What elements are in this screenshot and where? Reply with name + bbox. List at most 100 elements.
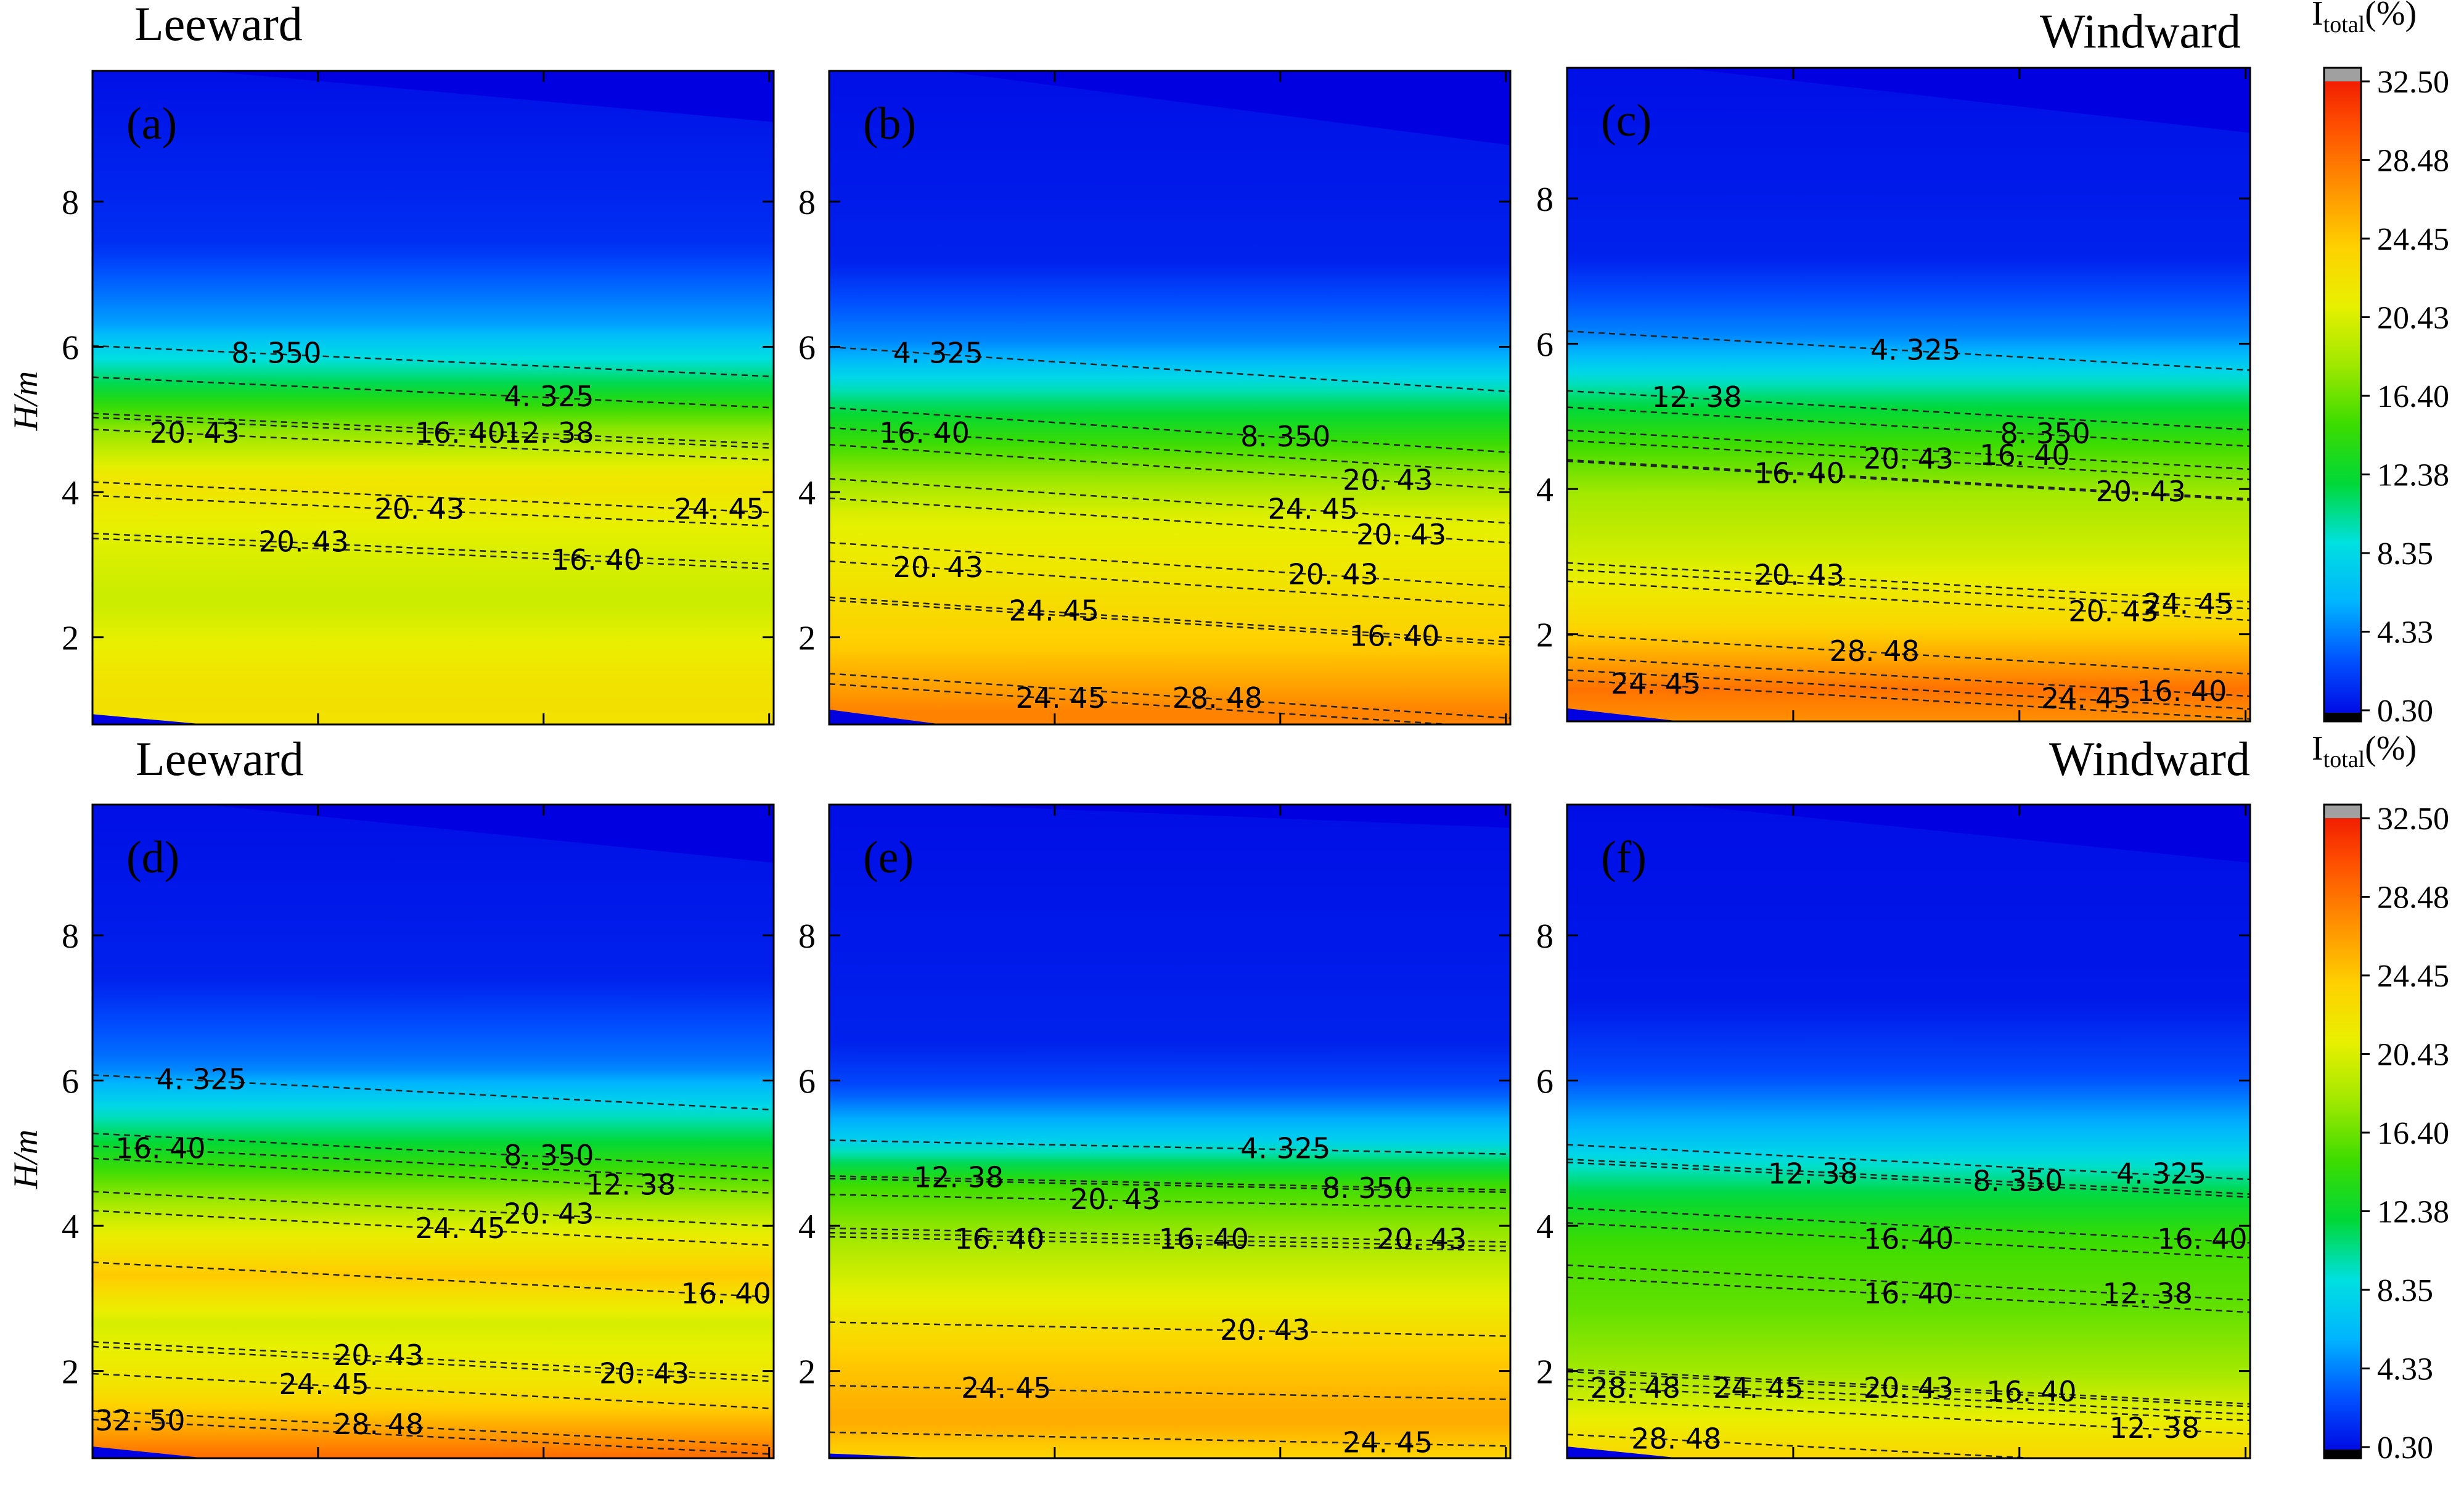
contour-label: 20. 43 bbox=[374, 493, 464, 526]
panel-frame bbox=[828, 70, 1512, 726]
colorbar-tick-label: 0.30 bbox=[2377, 694, 2433, 729]
contour-line bbox=[829, 541, 1510, 588]
contour-line bbox=[829, 599, 1510, 646]
panel-label: (a) bbox=[126, 99, 177, 149]
contour-label: 24. 45 bbox=[1016, 681, 1106, 715]
contour-line bbox=[1567, 406, 2250, 448]
intensity-band bbox=[1567, 805, 2250, 1458]
colorbar-title: Itotal(%) bbox=[2312, 0, 2417, 38]
contour-label: 20. 43 bbox=[2096, 475, 2186, 508]
contour-label: 16. 40 bbox=[1864, 1277, 1954, 1310]
contour-line bbox=[1567, 440, 2250, 480]
y-tick-label: 4 bbox=[62, 1208, 79, 1246]
contour-line bbox=[1567, 562, 2250, 603]
row2-leeward-label: Leeward bbox=[136, 732, 304, 786]
contour-label: 20. 43 bbox=[1754, 558, 1844, 591]
colorbar-tick-label: 20.43 bbox=[2377, 1038, 2449, 1073]
contour-label: 20. 43 bbox=[334, 1339, 424, 1372]
contour-label: 28. 48 bbox=[1173, 681, 1263, 715]
contour-label: 16. 40 bbox=[1159, 1223, 1249, 1256]
y-tick-label: 2 bbox=[798, 1353, 816, 1392]
contour-line bbox=[829, 1321, 1510, 1337]
contour-label: 16. 40 bbox=[1979, 438, 2069, 472]
contour-label: 4. 325 bbox=[157, 1063, 247, 1096]
contour-label: 20. 43 bbox=[504, 1197, 594, 1230]
contour-line bbox=[829, 346, 1510, 393]
contour-label: 20. 43 bbox=[1356, 518, 1446, 551]
contour-line bbox=[1567, 1276, 2250, 1313]
contour-line bbox=[92, 429, 774, 461]
contour-label: 16. 40 bbox=[1864, 1223, 1954, 1256]
contour-line bbox=[1567, 459, 2250, 500]
contour-label: 24. 45 bbox=[279, 1368, 369, 1401]
row1-windward-label: Windward bbox=[2040, 4, 2241, 58]
colorbar-tick-label: 28.48 bbox=[2377, 144, 2449, 179]
colorbar-scale bbox=[2324, 805, 2361, 1458]
contour-label: 8. 350 bbox=[504, 1139, 594, 1172]
contour-line bbox=[92, 1418, 774, 1455]
contour-label: 28. 48 bbox=[1590, 1371, 1680, 1405]
contour-line bbox=[829, 1194, 1510, 1210]
contour-line bbox=[829, 443, 1510, 490]
contour-label: 16. 40 bbox=[115, 1131, 205, 1165]
contour-label: 8. 350 bbox=[1240, 420, 1330, 453]
contour-line bbox=[1567, 1368, 2250, 1405]
contour-label: 20. 43 bbox=[150, 416, 240, 449]
contour-line bbox=[829, 1227, 1510, 1243]
contour-line bbox=[1567, 1385, 2250, 1422]
contour-line bbox=[92, 1345, 774, 1382]
contour-line bbox=[92, 1341, 774, 1378]
contour-label: 12. 38 bbox=[2103, 1277, 2193, 1310]
contour-label: 16. 40 bbox=[1349, 620, 1439, 653]
colorbar-tick-label: 12.38 bbox=[2377, 1195, 2449, 1230]
contour-label: 28. 48 bbox=[1631, 1422, 1721, 1456]
colorbar-tick-label: 16.40 bbox=[2377, 379, 2449, 414]
contour-label: 12. 38 bbox=[504, 416, 594, 449]
y-tick-label: 6 bbox=[62, 1063, 79, 1101]
contour-label: 16. 40 bbox=[2137, 675, 2227, 708]
panel-frame bbox=[828, 803, 1512, 1459]
contour-label: 4. 325 bbox=[1240, 1131, 1330, 1165]
contour-label: 20. 43 bbox=[1377, 1223, 1467, 1256]
contour-line bbox=[92, 1372, 774, 1409]
contour-line bbox=[1567, 429, 2250, 470]
colorbar-2: 32.50 28.48 24.45 20.43 16.40 12.38 8.35 4.33 0.… bbox=[2312, 729, 2449, 1466]
contour-line bbox=[92, 345, 774, 377]
colorbar-tick-label: 4.33 bbox=[2377, 615, 2433, 650]
contour-label: 24. 45 bbox=[1713, 1371, 1803, 1405]
contour-label: 20. 43 bbox=[258, 525, 348, 559]
y-tick-label: 8 bbox=[798, 184, 816, 222]
contour-label: 12. 38 bbox=[1768, 1157, 1858, 1191]
y-tick-label: 8 bbox=[1536, 917, 1553, 956]
intensity-band bbox=[829, 805, 1510, 1458]
contour-line bbox=[92, 416, 774, 449]
colorbar-title-main: I bbox=[2312, 729, 2323, 768]
contour-line bbox=[1567, 679, 2250, 720]
contour-line bbox=[829, 1231, 1510, 1248]
contour-label: 20. 43 bbox=[1070, 1183, 1160, 1216]
colorbar-scale bbox=[2324, 68, 2361, 721]
contour-line bbox=[92, 1410, 774, 1447]
y-tick-label: 6 bbox=[62, 329, 79, 367]
contour-label: 24. 45 bbox=[1343, 1425, 1433, 1459]
contour-label: 16. 40 bbox=[880, 416, 970, 449]
contour-label: 12. 38 bbox=[586, 1168, 676, 1201]
colorbar-tick-label: 20.43 bbox=[2377, 301, 2449, 336]
contour-label: 8. 350 bbox=[231, 336, 321, 369]
contour-line bbox=[92, 532, 774, 565]
panel-frame bbox=[1566, 67, 2251, 723]
colorbar-1: 32.50 28.48 24.45 20.43 16.40 12.38 8.35 4.33 0.… bbox=[2312, 0, 2449, 729]
contour-line bbox=[829, 1236, 1510, 1252]
contour-label: 20. 43 bbox=[1288, 558, 1378, 591]
contour-label: 24. 45 bbox=[1267, 493, 1357, 526]
colorbar-tick-label: 32.50 bbox=[2377, 802, 2449, 837]
contour-line bbox=[1567, 656, 2250, 697]
colorbar-tick-label: 24.45 bbox=[2377, 222, 2449, 257]
colorbar-title-suffix: (%) bbox=[2365, 729, 2417, 768]
